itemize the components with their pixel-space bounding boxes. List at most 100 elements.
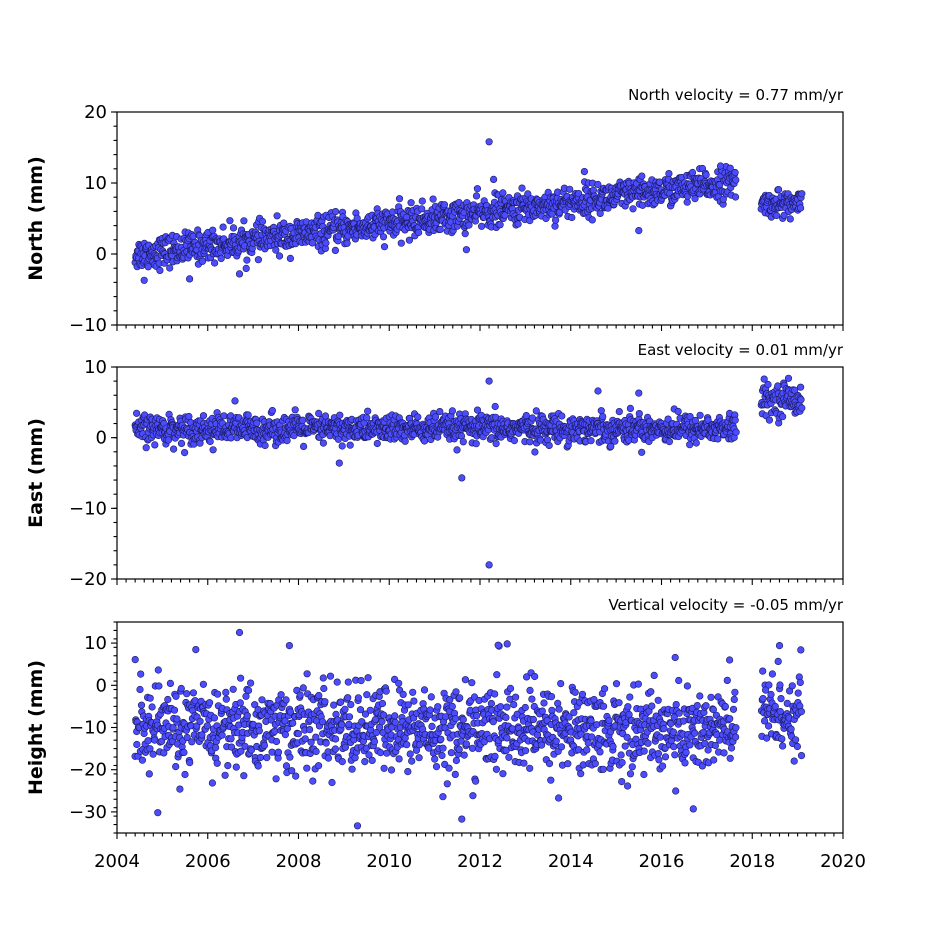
data-point <box>774 657 782 666</box>
data-point <box>761 686 770 694</box>
data-point <box>566 185 574 193</box>
data-point <box>721 702 730 711</box>
data-point <box>283 724 292 733</box>
y-tick-label: 20 <box>84 102 107 123</box>
data-point <box>209 226 217 234</box>
data-point <box>146 694 154 702</box>
data-point <box>183 690 191 698</box>
data-point <box>551 216 560 224</box>
x-tick-label: 2012 <box>457 851 503 872</box>
data-point <box>226 217 234 225</box>
outlier-point <box>580 168 589 176</box>
data-point <box>209 446 217 454</box>
data-point <box>491 690 499 698</box>
data-point <box>166 679 174 688</box>
data-point <box>301 735 309 743</box>
data-point <box>796 383 805 391</box>
data-point <box>788 682 796 690</box>
data-point <box>496 221 504 229</box>
data-point <box>794 689 802 697</box>
data-point <box>459 715 467 724</box>
data-point <box>321 698 329 706</box>
panel-title-height: Vertical velocity = -0.05 mm/yr <box>608 596 843 614</box>
data-point <box>176 785 184 793</box>
data-point <box>732 428 740 436</box>
data-point <box>765 681 773 689</box>
data-point <box>198 731 206 739</box>
outlier-point <box>485 561 493 569</box>
data-point <box>379 233 388 241</box>
data-point <box>232 763 240 771</box>
data-point <box>243 256 251 264</box>
data-point <box>774 186 783 194</box>
data-point <box>260 741 269 750</box>
data-point <box>408 757 416 765</box>
data-point <box>436 408 444 416</box>
data-point <box>777 694 785 703</box>
data-point <box>196 717 204 725</box>
data-point <box>545 441 553 450</box>
y-tick-label: 0 <box>96 428 107 449</box>
data-point <box>702 171 710 179</box>
data-point <box>334 232 343 240</box>
data-point <box>587 437 595 445</box>
data-point <box>647 688 655 696</box>
outlier-point <box>235 270 244 278</box>
data-point <box>764 722 773 730</box>
data-point <box>730 695 738 704</box>
data-point <box>341 743 350 751</box>
data-point <box>170 706 179 714</box>
data-point <box>672 700 680 709</box>
data-point <box>255 727 263 735</box>
data-point <box>688 168 697 177</box>
data-point <box>414 413 422 421</box>
data-point <box>472 192 481 200</box>
outlier-point <box>635 389 643 397</box>
data-point <box>428 722 436 731</box>
data-point <box>198 257 207 265</box>
data-point <box>776 681 784 689</box>
data-point <box>286 254 295 262</box>
outlier-point <box>775 641 784 650</box>
data-point <box>640 770 648 779</box>
data-point <box>502 713 510 722</box>
y-tick-label: −10 <box>69 315 107 336</box>
data-point <box>438 751 446 760</box>
points-east <box>131 374 806 569</box>
data-point <box>418 197 426 205</box>
data-point <box>156 266 164 275</box>
data-point <box>142 444 150 452</box>
data-point <box>272 246 280 254</box>
data-point <box>462 740 471 748</box>
data-point <box>447 749 456 757</box>
data-point <box>373 439 381 448</box>
data-point <box>261 441 269 450</box>
data-point <box>783 699 791 708</box>
data-point <box>538 707 546 715</box>
data-point <box>243 712 251 720</box>
data-point <box>638 448 646 456</box>
data-point <box>691 416 700 425</box>
x-tick-label: 2014 <box>548 851 594 872</box>
data-point <box>218 731 226 739</box>
data-point <box>151 441 159 449</box>
data-point <box>667 719 675 728</box>
outlier-point <box>154 809 162 817</box>
data-point <box>564 760 572 768</box>
data-point <box>380 243 389 251</box>
data-point <box>306 725 314 734</box>
data-point <box>683 198 691 206</box>
data-point <box>634 680 643 688</box>
data-point <box>503 734 511 742</box>
data-point <box>660 725 668 733</box>
y-tick-label: −20 <box>69 760 107 781</box>
outlier-point <box>494 641 502 649</box>
data-point <box>609 742 617 751</box>
data-point <box>468 744 477 752</box>
data-point <box>337 698 345 706</box>
outlier-point <box>725 656 734 664</box>
data-point <box>554 699 562 708</box>
data-point <box>395 755 403 763</box>
data-point <box>518 184 526 192</box>
data-point <box>621 742 629 750</box>
